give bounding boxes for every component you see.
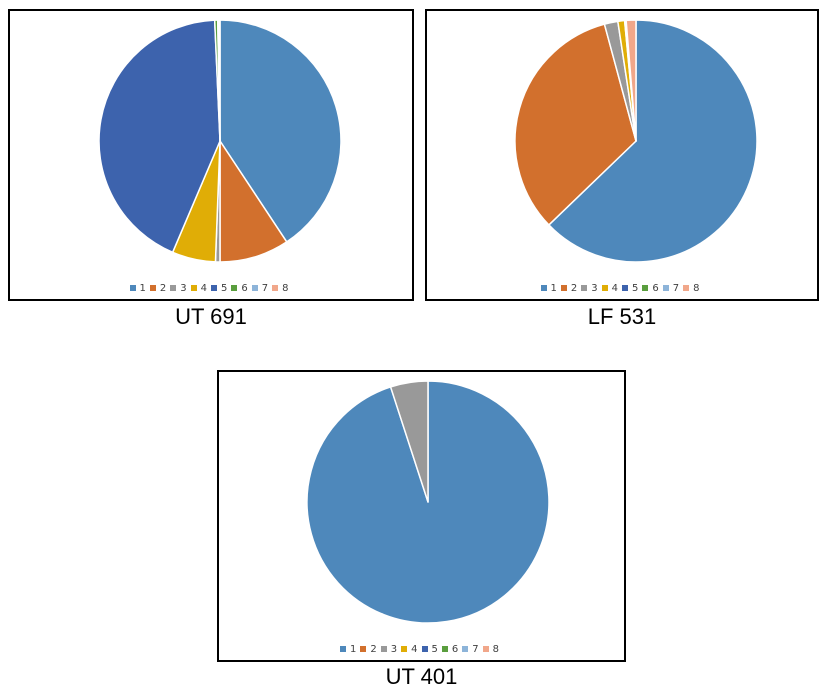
legend-swatch xyxy=(482,646,489,652)
legend-item-1: 1 xyxy=(129,282,146,294)
legend-swatch xyxy=(421,646,428,652)
legend-swatch xyxy=(380,646,387,652)
legend-item-2: 2 xyxy=(560,282,578,294)
chart-legend: 1 2 3 4 5 6 7 8 xyxy=(427,281,817,295)
pie-slice-8 xyxy=(625,19,637,142)
legend-label: 8 xyxy=(492,643,499,655)
pie-chart-panel-ut401: 1 2 3 4 5 6 7 8 xyxy=(217,370,626,662)
legend-swatch xyxy=(540,285,547,291)
legend-label: 6 xyxy=(241,282,248,294)
legend-item-1: 1 xyxy=(340,644,356,655)
legend-item-8: 8 xyxy=(482,643,499,655)
legend-label: 1 xyxy=(139,282,146,294)
legend-item-2: 2 xyxy=(360,643,377,655)
legend-swatch xyxy=(683,285,690,291)
legend-item-3: 3 xyxy=(581,282,598,294)
legend-label: 1 xyxy=(350,643,357,655)
legend-label: 3 xyxy=(390,643,398,655)
legend-label: 4 xyxy=(611,282,618,294)
legend-label: 4 xyxy=(200,282,207,294)
legend-item-4: 4 xyxy=(190,282,207,294)
legend-swatch xyxy=(622,285,628,291)
legend-swatch xyxy=(149,285,156,291)
legend-item-7: 7 xyxy=(251,282,269,294)
legend-label: 6 xyxy=(652,282,659,294)
legend-swatch xyxy=(560,285,567,291)
legend-label: 2 xyxy=(570,282,578,294)
legend-label: 3 xyxy=(591,282,598,294)
legend-swatch xyxy=(251,285,258,291)
legend-swatch xyxy=(441,646,448,652)
legend-label: 5 xyxy=(221,282,228,294)
legend-swatch xyxy=(462,646,469,652)
legend-item-6: 6 xyxy=(231,282,248,294)
pie-slice-8 xyxy=(218,19,221,142)
legend-swatch xyxy=(190,285,197,291)
legend-swatch xyxy=(642,285,649,291)
legend-swatch xyxy=(601,285,608,291)
legend-swatch xyxy=(340,646,346,652)
legend-swatch xyxy=(211,285,217,291)
legend-item-3: 3 xyxy=(170,282,187,294)
legend-swatch xyxy=(129,285,136,291)
chart-legend: 1 2 3 4 5 6 7 8 xyxy=(219,642,624,656)
legend-swatch xyxy=(581,285,588,291)
legend-label: 5 xyxy=(632,282,639,294)
pie-slice-3 xyxy=(389,380,429,503)
legend-swatch xyxy=(360,646,367,652)
legend-label: 6 xyxy=(451,643,459,655)
legend-item-7: 7 xyxy=(662,282,680,294)
chart-caption: UT 401 xyxy=(385,664,458,689)
legend-item-6: 6 xyxy=(441,643,459,655)
pie-chart xyxy=(306,380,550,624)
legend-label: 7 xyxy=(472,643,479,655)
pie-slice-1 xyxy=(548,19,758,263)
legend-item-5: 5 xyxy=(421,643,438,655)
legend-label: 8 xyxy=(693,282,700,294)
legend-label: 7 xyxy=(261,282,269,294)
legend-swatch xyxy=(401,646,408,652)
pie-chart xyxy=(514,19,758,263)
legend-item-5: 5 xyxy=(211,283,227,294)
legend-label: 8 xyxy=(282,282,289,294)
legend-label: 5 xyxy=(431,643,438,655)
legend-item-8: 8 xyxy=(683,282,700,294)
legend-label: 7 xyxy=(672,282,680,294)
pie-slice-2 xyxy=(514,23,637,226)
legend-label: 2 xyxy=(370,643,377,655)
legend-label: 1 xyxy=(550,282,557,294)
legend-item-6: 6 xyxy=(642,282,659,294)
chart-legend: 1 2 3 4 5 6 7 8 xyxy=(10,281,412,295)
chart-caption: UT 691 xyxy=(175,304,247,329)
legend-swatch xyxy=(231,285,238,291)
legend-swatch xyxy=(662,285,669,291)
pie-chart-panel-lf531: 1 2 3 4 5 6 7 8 xyxy=(425,9,819,301)
legend-swatch xyxy=(170,285,177,291)
pie-chart xyxy=(98,19,342,263)
legend-item-5: 5 xyxy=(622,283,638,294)
legend-label: 4 xyxy=(411,643,418,655)
pie-chart-panel-ut691: 1 2 3 4 5 6 7 8 xyxy=(8,9,414,301)
legend-item-8: 8 xyxy=(272,282,289,294)
legend-item-4: 4 xyxy=(401,643,418,655)
legend-item-1: 1 xyxy=(540,282,557,294)
pie-slice-5 xyxy=(98,19,221,254)
legend-swatch xyxy=(272,285,279,291)
legend-label: 3 xyxy=(180,282,187,294)
legend-label: 2 xyxy=(159,282,167,294)
chart-caption: LF 531 xyxy=(587,304,657,329)
legend-item-3: 3 xyxy=(380,643,398,655)
legend-item-4: 4 xyxy=(601,282,618,294)
legend-item-2: 2 xyxy=(149,282,167,294)
legend-item-7: 7 xyxy=(462,643,479,655)
